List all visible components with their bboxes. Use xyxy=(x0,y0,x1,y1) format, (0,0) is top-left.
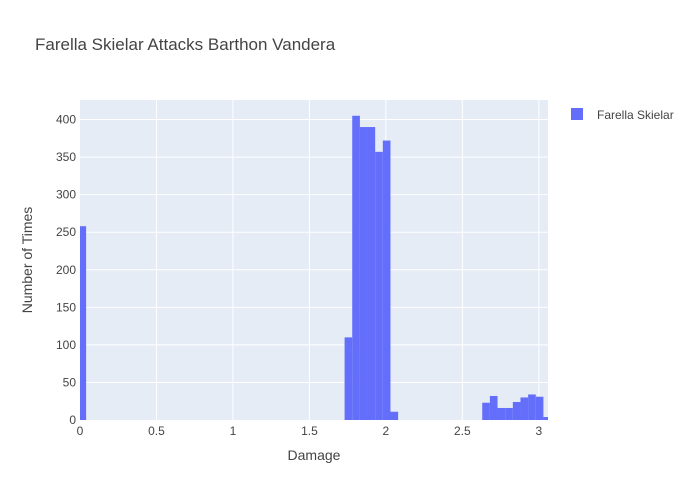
histogram-bar[interactable] xyxy=(520,397,529,420)
y-tick-label: 0 xyxy=(69,413,76,427)
y-tick-label: 50 xyxy=(63,375,77,389)
legend-label[interactable]: Farella Skielar xyxy=(597,108,674,122)
histogram-bar[interactable] xyxy=(512,401,521,420)
x-axis-label: Damage xyxy=(288,447,341,463)
histogram-bar[interactable] xyxy=(344,337,353,420)
x-tick-label: 2.5 xyxy=(454,424,471,438)
y-tick-label: 250 xyxy=(56,225,76,239)
histogram-bar[interactable] xyxy=(535,396,544,420)
y-tick-label: 200 xyxy=(56,263,76,277)
histogram-bar[interactable] xyxy=(489,395,498,420)
plot-area xyxy=(80,100,548,420)
histogram-bar[interactable] xyxy=(505,407,513,420)
x-tick-label: 1.5 xyxy=(301,424,318,438)
histogram-bar[interactable] xyxy=(543,416,548,420)
y-tick-label: 150 xyxy=(56,300,76,314)
histogram-bar[interactable] xyxy=(367,127,376,421)
histogram-bar[interactable] xyxy=(80,226,87,420)
histogram-bar[interactable] xyxy=(497,407,506,420)
histogram-bar[interactable] xyxy=(352,115,360,420)
legend-swatch[interactable] xyxy=(571,108,583,120)
histogram-bar[interactable] xyxy=(382,140,391,420)
y-axis-ticks: 0 50 100 150 200 250 300 350 400 xyxy=(56,113,76,427)
bars xyxy=(80,115,548,421)
x-tick-label: 0 xyxy=(77,424,84,438)
x-tick-label: 2 xyxy=(383,424,390,438)
x-tick-label: 1 xyxy=(230,424,237,438)
histogram-bar[interactable] xyxy=(390,411,399,420)
legend[interactable]: Farella Skielar xyxy=(571,108,674,122)
histogram-bar[interactable] xyxy=(359,127,368,421)
y-tick-label: 400 xyxy=(56,113,76,127)
x-tick-label: 0.5 xyxy=(148,424,165,438)
x-axis-ticks: 0 0.5 1 1.5 2 2.5 3 xyxy=(77,424,543,438)
x-tick-label: 3 xyxy=(535,424,542,438)
y-tick-label: 100 xyxy=(56,338,76,352)
y-tick-label: 350 xyxy=(56,150,76,164)
y-tick-label: 300 xyxy=(56,188,76,202)
chart-title: Farella Skielar Attacks Barthon Vandera xyxy=(35,35,336,54)
histogram-bar[interactable] xyxy=(375,151,383,420)
y-axis-label: Number of Times xyxy=(19,207,35,314)
histogram-bar[interactable] xyxy=(482,402,490,420)
histogram-bar[interactable] xyxy=(528,394,536,420)
